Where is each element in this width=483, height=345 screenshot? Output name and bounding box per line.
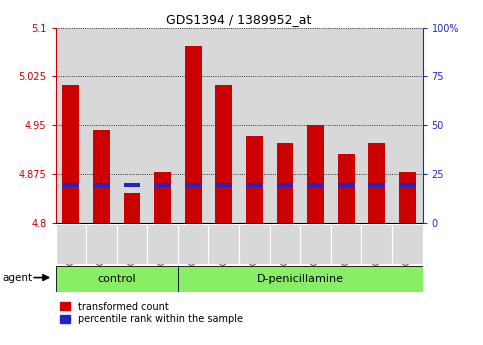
- Bar: [93, 183, 110, 187]
- Bar: [331, 224, 361, 264]
- Bar: [86, 224, 117, 264]
- Bar: [209, 28, 239, 223]
- Bar: [300, 28, 331, 223]
- Bar: [62, 183, 79, 187]
- Bar: [56, 266, 178, 292]
- Bar: [56, 224, 86, 264]
- Bar: [215, 85, 232, 223]
- Bar: [178, 28, 209, 223]
- Bar: [392, 28, 423, 223]
- Bar: [361, 28, 392, 223]
- Bar: [338, 154, 355, 223]
- Bar: [86, 28, 117, 223]
- Bar: [185, 183, 201, 187]
- Bar: [239, 224, 270, 264]
- Bar: [392, 28, 423, 223]
- Bar: [361, 224, 392, 264]
- Bar: [56, 28, 86, 223]
- Bar: [154, 172, 171, 223]
- Bar: [307, 183, 324, 187]
- Bar: [117, 28, 147, 223]
- Bar: [270, 224, 300, 264]
- Text: control: control: [98, 274, 136, 284]
- Bar: [209, 28, 239, 223]
- Text: agent: agent: [2, 273, 32, 283]
- Bar: [300, 28, 331, 223]
- Bar: [239, 28, 270, 223]
- Bar: [338, 183, 355, 187]
- Bar: [147, 224, 178, 264]
- Bar: [209, 224, 239, 264]
- Bar: [215, 183, 232, 187]
- Title: GDS1394 / 1389952_at: GDS1394 / 1389952_at: [167, 13, 312, 27]
- Bar: [399, 172, 416, 223]
- Bar: [369, 143, 385, 223]
- Bar: [246, 183, 263, 187]
- Bar: [86, 28, 117, 223]
- Bar: [239, 28, 270, 223]
- Text: D-penicillamine: D-penicillamine: [257, 274, 344, 284]
- Legend: transformed count, percentile rank within the sample: transformed count, percentile rank withi…: [60, 302, 243, 325]
- Bar: [369, 183, 385, 187]
- Bar: [300, 224, 331, 264]
- Bar: [185, 46, 201, 223]
- Bar: [124, 193, 141, 223]
- Bar: [399, 183, 416, 187]
- Bar: [277, 183, 293, 187]
- Bar: [62, 85, 79, 223]
- Bar: [392, 224, 423, 264]
- Bar: [147, 28, 178, 223]
- Bar: [178, 266, 423, 292]
- Bar: [117, 28, 147, 223]
- Bar: [331, 28, 361, 223]
- Bar: [93, 130, 110, 223]
- Bar: [331, 28, 361, 223]
- Bar: [117, 224, 147, 264]
- Bar: [277, 143, 293, 223]
- Bar: [178, 224, 209, 264]
- Bar: [178, 28, 209, 223]
- Bar: [154, 183, 171, 187]
- Bar: [246, 136, 263, 223]
- Bar: [124, 183, 141, 187]
- Bar: [361, 28, 392, 223]
- Bar: [270, 28, 300, 223]
- Bar: [56, 28, 86, 223]
- Bar: [270, 28, 300, 223]
- Bar: [307, 125, 324, 223]
- Bar: [147, 28, 178, 223]
